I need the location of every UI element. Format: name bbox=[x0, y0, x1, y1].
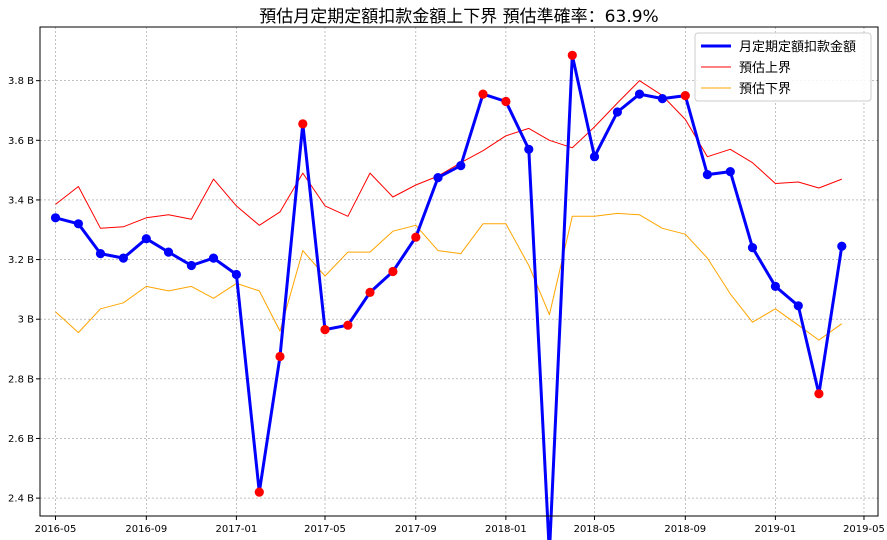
x-tick-label: 2019-01 bbox=[754, 524, 796, 535]
y-tick-label: 3 B bbox=[18, 315, 35, 326]
grid-layer bbox=[40, 27, 878, 516]
data-point-out-of-bounds bbox=[567, 50, 577, 60]
data-point bbox=[524, 144, 534, 154]
data-point bbox=[702, 170, 713, 180]
y-tick-label: 2.6 B bbox=[8, 434, 34, 445]
legend: 月定期定額扣款金額 預估上界 預估下界 bbox=[694, 32, 872, 102]
data-point bbox=[50, 213, 61, 223]
data-point-out-of-bounds bbox=[680, 91, 690, 101]
data-point bbox=[73, 219, 83, 229]
data-point bbox=[793, 301, 803, 311]
y-tick-label: 3.2 B bbox=[8, 255, 34, 266]
legend-label-lower: 預估下界 bbox=[739, 82, 791, 97]
legend-box bbox=[694, 32, 872, 102]
data-point bbox=[95, 249, 106, 259]
series-line-lower bbox=[55, 212, 843, 341]
chart-title: 預估月定期定額扣款金額上下界 預估準確率：63.9% bbox=[259, 7, 658, 27]
data-point-out-of-bounds bbox=[814, 389, 824, 399]
x-tick-label: 2018-05 bbox=[574, 524, 616, 535]
x-tick-label: 2017-09 bbox=[395, 524, 437, 535]
data-point-out-of-bounds bbox=[501, 96, 511, 107]
y-tick-label: 3.8 B bbox=[8, 76, 34, 87]
plot-frame bbox=[40, 27, 878, 516]
data-point-out-of-bounds bbox=[388, 266, 398, 277]
data-point bbox=[657, 94, 668, 104]
data-point bbox=[208, 253, 219, 263]
data-point-out-of-bounds bbox=[411, 232, 421, 242]
data-point-out-of-bounds bbox=[275, 351, 285, 362]
x-tick-label: 2019-05 bbox=[843, 524, 885, 535]
data-point-out-of-bounds bbox=[254, 487, 264, 497]
data-point bbox=[163, 247, 174, 257]
data-point-out-of-bounds bbox=[365, 287, 375, 297]
plot-border bbox=[39, 26, 879, 517]
marker-layer bbox=[50, 50, 847, 497]
x-tick-label: 2017-05 bbox=[304, 524, 346, 535]
axis-layer: 2.4 B 2.6 B 2.8 B 3 B 3.2 B 3.4 B 3.6 B 3.8 B 20… bbox=[8, 76, 885, 535]
data-point bbox=[141, 234, 151, 244]
data-point-out-of-bounds bbox=[343, 320, 353, 330]
data-point bbox=[589, 152, 600, 162]
data-point bbox=[770, 281, 781, 291]
data-point bbox=[186, 260, 196, 271]
x-tick-label: 2018-01 bbox=[485, 524, 527, 535]
data-point-out-of-bounds bbox=[320, 325, 330, 335]
data-point-out-of-bounds bbox=[298, 119, 308, 129]
data-point bbox=[725, 167, 735, 177]
y-tick-label: 2.4 B bbox=[8, 494, 34, 505]
data-point-out-of-bounds bbox=[478, 89, 488, 99]
data-point bbox=[118, 253, 128, 263]
series-line-upper bbox=[55, 80, 842, 229]
data-point bbox=[634, 89, 645, 99]
legend-label-upper: 預估上界 bbox=[739, 61, 791, 76]
data-point bbox=[433, 173, 443, 183]
data-point bbox=[231, 269, 241, 280]
y-tick-label: 3.4 B bbox=[8, 195, 34, 206]
y-tick-label: 3.6 B bbox=[8, 136, 34, 147]
legend-label-actual: 月定期定額扣款金額 bbox=[739, 39, 856, 55]
data-point bbox=[612, 107, 623, 117]
y-tick-label: 2.8 B bbox=[8, 374, 34, 385]
x-tick-label: 2018-09 bbox=[664, 524, 706, 535]
data-point bbox=[837, 241, 847, 251]
x-tick-label: 2016-05 bbox=[35, 524, 77, 535]
x-tick-label: 2017-01 bbox=[215, 524, 257, 535]
data-point bbox=[456, 161, 466, 171]
data-point bbox=[747, 243, 758, 253]
x-tick-label: 2016-09 bbox=[125, 524, 167, 535]
